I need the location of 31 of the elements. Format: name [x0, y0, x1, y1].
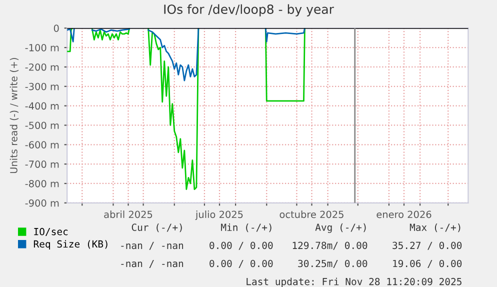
text: 129.78m/ 0.00: [292, 242, 368, 250]
text: Cur (-/+): [132, 223, 182, 232]
y-tick-label: -600 m: [25, 141, 59, 148]
y-tick-label: -700 m: [25, 160, 59, 168]
text: -nan / -nan: [121, 242, 184, 250]
x-tick-label: octubre 2025: [280, 210, 344, 218]
y-tick-label: -500 m: [25, 122, 59, 130]
chart-title: IOs for /dev/loop8 - by year: [164, 4, 334, 16]
legend-label: IO/sec: [34, 228, 68, 236]
y-tick-label: -800 m: [25, 180, 59, 188]
text: Last update: Fri Nov 28 11:20:09 2025: [246, 278, 462, 287]
y-tick-label: -400 m: [25, 102, 59, 110]
y-tick-label: 0: [54, 24, 59, 32]
text: Avg (-/+): [315, 223, 366, 233]
x-tick-label: enero 2026: [376, 210, 432, 218]
text: 0.00 / 0.00: [210, 260, 273, 268]
text: -nan / -nan: [121, 260, 184, 268]
y-tick-label: -200 m: [25, 63, 59, 71]
x-tick-label: abril 2025: [104, 210, 152, 218]
y-tick-label: -300 m: [25, 82, 59, 90]
y-tick-label: -100 m: [25, 44, 59, 52]
text: 30.25m/ 0.00: [298, 260, 368, 268]
text: 35.27 / 0.00: [392, 242, 462, 250]
text: Max (-/+): [410, 223, 460, 232]
x-tick-label: julio 2025: [195, 210, 243, 220]
text: Min (-/+): [221, 223, 272, 232]
legend-label: Req Size (KB): [34, 240, 108, 250]
y-tick-label: -900 m: [25, 199, 59, 207]
text: 0.00 / 0.00: [210, 242, 273, 250]
text: 19.06 / 0.00: [393, 260, 462, 268]
y-axis-title: Units read (-) / write (+): [10, 58, 19, 174]
